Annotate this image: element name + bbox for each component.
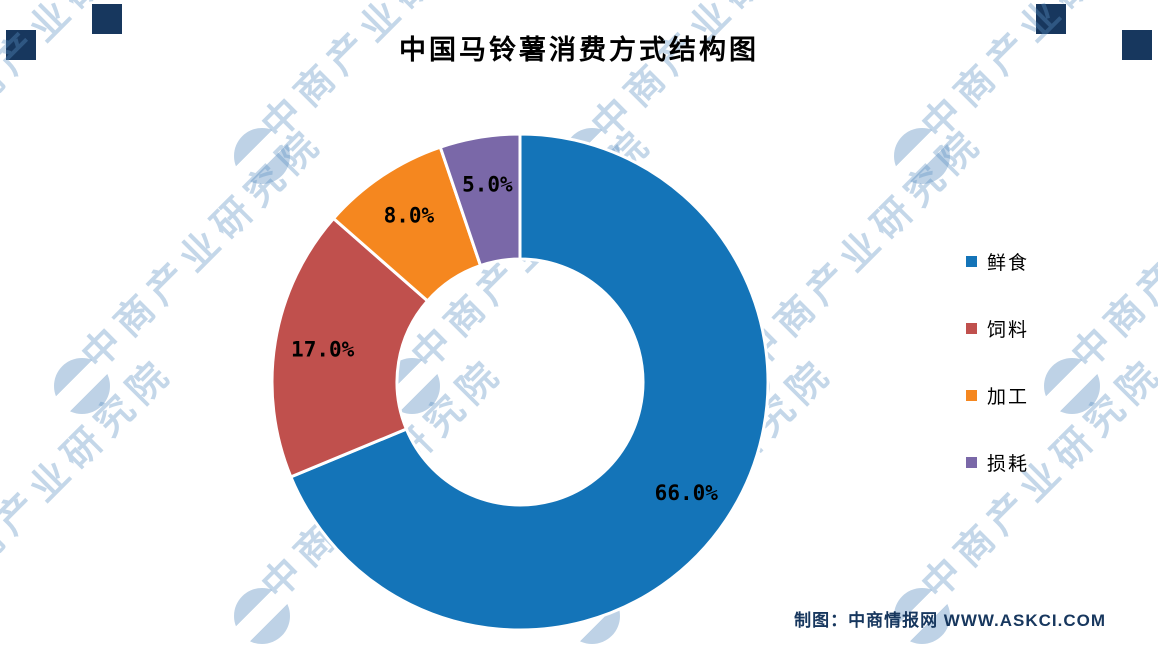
legend-item: 鲜食	[966, 248, 1029, 275]
pie-slice-1	[288, 132, 770, 632]
watermark-square	[1036, 4, 1066, 34]
legend-swatch	[966, 457, 977, 468]
pie-slice-2	[270, 216, 430, 479]
legend-swatch	[966, 390, 977, 401]
watermark-square	[1122, 30, 1152, 60]
legend-label: 饲料	[987, 320, 1030, 341]
watermark-square	[6, 30, 36, 60]
legend-label: 加工	[987, 387, 1030, 408]
legend-label: 损耗	[987, 454, 1030, 475]
slice-value-label: 5.0%	[462, 173, 513, 197]
watermark-square	[92, 4, 122, 34]
legend: 鲜食 饲料 加工 损耗	[966, 248, 1029, 476]
chart-title: 中国马铃薯消费方式结构图	[399, 35, 759, 65]
pie-slice-4	[438, 132, 522, 268]
slice-value-label: 66.0%	[655, 481, 719, 505]
credit-text: 制图：中商情报网 WWW.ASKCI.COM	[794, 611, 1106, 630]
legend-item: 加工	[966, 382, 1029, 409]
slice-value-label: 8.0%	[384, 204, 435, 228]
legend-swatch	[966, 256, 977, 267]
legend-item: 饲料	[966, 315, 1029, 342]
slice-value-label: 17.0%	[291, 337, 355, 361]
legend-swatch	[966, 323, 977, 334]
legend-item: 损耗	[966, 449, 1029, 476]
legend-label: 鲜食	[987, 253, 1030, 274]
